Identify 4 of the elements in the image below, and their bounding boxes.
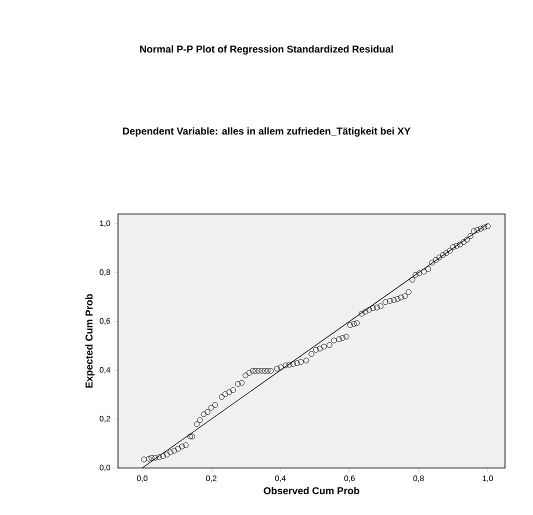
chart-title: Normal P-P Plot of Regression Standardized Residual xyxy=(140,45,393,55)
y-axis-title: Expected Cum Prob xyxy=(85,294,95,388)
chart-subtitle: Dependent Variable: alles in allem zufrieden_Tätigkeit bei XY xyxy=(123,127,410,137)
x-axis-title: Observed Cum Prob xyxy=(264,486,360,494)
